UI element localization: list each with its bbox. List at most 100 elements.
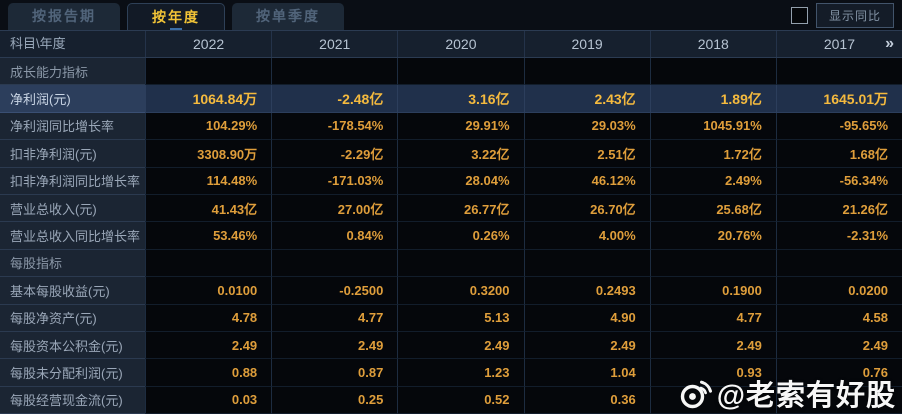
cell-value: 0.36 — [523, 386, 650, 414]
table-row: 每股资本公积金(元) 2.49 2.49 2.49 2.49 2.49 2.49 — [0, 331, 902, 360]
cell-value: 29.91% — [397, 112, 524, 141]
tab-report-period[interactable]: 按报告期 — [8, 3, 120, 30]
row-label: 净利润(元) — [0, 85, 145, 113]
table-row: 每股未分配利润(元) 0.88 0.87 1.23 1.04 0.93 0.76 — [0, 359, 902, 387]
cell-value — [775, 249, 902, 278]
cell-value: 0.84% — [271, 222, 398, 250]
show-yoy-label[interactable]: 显示同比 — [815, 3, 894, 28]
cell-value: 29.03% — [523, 112, 650, 141]
yoy-controls: 显示同比 — [790, 3, 894, 28]
cell-value — [523, 58, 650, 86]
cell-value: 1.72亿 — [649, 140, 776, 168]
header-year-2022: 2022 — [145, 31, 271, 57]
cell-value: 2.49% — [649, 167, 776, 195]
cell-value: 0.52 — [397, 386, 524, 414]
table-row: 每股经营现金流(元) 0.03 0.25 0.52 0.36 — [0, 386, 902, 414]
cell-value: 3.16亿 — [397, 85, 524, 113]
cell-value: 5.13 — [397, 304, 524, 332]
table-row: 每股指标 — [0, 249, 902, 278]
cell-value: -0.2500 — [271, 277, 398, 305]
cell-value — [775, 386, 902, 414]
header-year-2019: 2019 — [523, 31, 650, 57]
cell-value: 4.58 — [775, 304, 902, 332]
cell-value: 46.12% — [523, 167, 650, 195]
table-row: 扣非净利润同比增长率 114.48% -171.03% 28.04% 46.12… — [0, 167, 902, 195]
cell-value: 0.2493 — [523, 277, 650, 305]
cell-value: 3308.90万 — [145, 140, 272, 168]
table-body: 成长能力指标 净利润(元) 1064.84万 -2.48亿 3.16亿 2.43… — [0, 58, 902, 414]
cell-value: 4.90 — [523, 304, 650, 332]
cell-value: -178.54% — [271, 112, 398, 141]
cell-value — [397, 249, 524, 278]
row-label: 每股净资产(元) — [0, 304, 145, 332]
cell-value: -2.31% — [775, 222, 902, 250]
header-year-2020: 2020 — [397, 31, 523, 57]
cell-value: 1.23 — [397, 359, 524, 387]
cell-value: 0.26% — [397, 222, 524, 250]
table-row: 净利润同比增长率 104.29% -178.54% 29.91% 29.03% … — [0, 112, 902, 141]
cell-value: 1045.91% — [649, 112, 776, 141]
cell-value: 2.49 — [775, 331, 902, 360]
cell-value: 1.89亿 — [649, 85, 776, 113]
cell-value: 4.78 — [145, 304, 272, 332]
cell-value — [271, 249, 398, 278]
cell-value: 2.43亿 — [523, 85, 650, 113]
cell-value: 2.49 — [523, 331, 650, 360]
header-year-2021: 2021 — [271, 31, 397, 57]
cell-value: -2.29亿 — [271, 140, 398, 168]
cell-value: 1.68亿 — [775, 140, 902, 168]
cell-value: 0.76 — [775, 359, 902, 387]
cell-value: 1645.01万 — [775, 85, 902, 113]
cell-value: 1064.84万 — [145, 85, 272, 113]
cell-value: 28.04% — [397, 167, 524, 195]
cell-value — [523, 249, 650, 278]
table-row: 基本每股收益(元) 0.0100 -0.2500 0.3200 0.2493 0… — [0, 277, 902, 305]
row-label: 成长能力指标 — [0, 58, 145, 86]
cell-value: 0.03 — [145, 386, 272, 414]
cell-value — [649, 58, 776, 86]
tab-annual[interactable]: 按年度 — [127, 3, 225, 31]
cell-value: -171.03% — [271, 167, 398, 195]
row-label: 扣非净利润同比增长率 — [0, 167, 145, 195]
tab-bar: 按报告期 按年度 按单季度 显示同比 — [0, 0, 902, 31]
cell-value: 0.3200 — [397, 277, 524, 305]
cell-value: 2.51亿 — [523, 140, 650, 168]
table-row: 扣非净利润(元) 3308.90万 -2.29亿 3.22亿 2.51亿 1.7… — [0, 140, 902, 168]
header-subject-year: 科目\年度 — [10, 36, 66, 51]
cell-value — [145, 58, 272, 86]
scroll-more-years-icon[interactable]: » — [885, 35, 894, 52]
cell-value: 27.00亿 — [271, 194, 398, 223]
cell-value: 4.77 — [649, 304, 776, 332]
header-year-2018: 2018 — [649, 31, 776, 57]
row-label: 每股指标 — [0, 249, 145, 278]
cell-value — [145, 249, 272, 278]
cell-value: 20.76% — [649, 222, 776, 250]
cell-value: -95.65% — [775, 112, 902, 141]
tab-single-quarter[interactable]: 按单季度 — [232, 3, 344, 30]
row-label: 营业总收入(元) — [0, 194, 145, 223]
cell-value — [271, 58, 398, 86]
cell-value: 0.0100 — [145, 277, 272, 305]
cell-value: 0.93 — [649, 359, 776, 387]
cell-value: 104.29% — [145, 112, 272, 141]
cell-value: 0.1900 — [649, 277, 776, 305]
header-year-2017: 2017 — [775, 31, 902, 57]
cell-value: 2.49 — [145, 331, 272, 360]
cell-value: 0.87 — [271, 359, 398, 387]
cell-value: 2.49 — [271, 331, 398, 360]
table-row: 净利润(元) 1064.84万 -2.48亿 3.16亿 2.43亿 1.89亿… — [0, 85, 902, 113]
cell-value: 2.49 — [397, 331, 524, 360]
table-row: 营业总收入(元) 41.43亿 27.00亿 26.77亿 26.70亿 25.… — [0, 194, 902, 223]
cell-value: 4.00% — [523, 222, 650, 250]
cell-value — [775, 58, 902, 86]
cell-value — [649, 249, 776, 278]
cell-value — [649, 386, 776, 414]
show-yoy-checkbox[interactable] — [790, 7, 808, 24]
cell-value: 26.70亿 — [523, 194, 650, 223]
row-label: 每股资本公积金(元) — [0, 331, 145, 360]
indicator-table: 科目\年度 2022 2021 2020 2019 2018 2017 » 成长… — [0, 30, 902, 414]
cell-value: -56.34% — [775, 167, 902, 195]
table-row: 成长能力指标 — [0, 58, 902, 86]
cell-value: 3.22亿 — [397, 140, 524, 168]
